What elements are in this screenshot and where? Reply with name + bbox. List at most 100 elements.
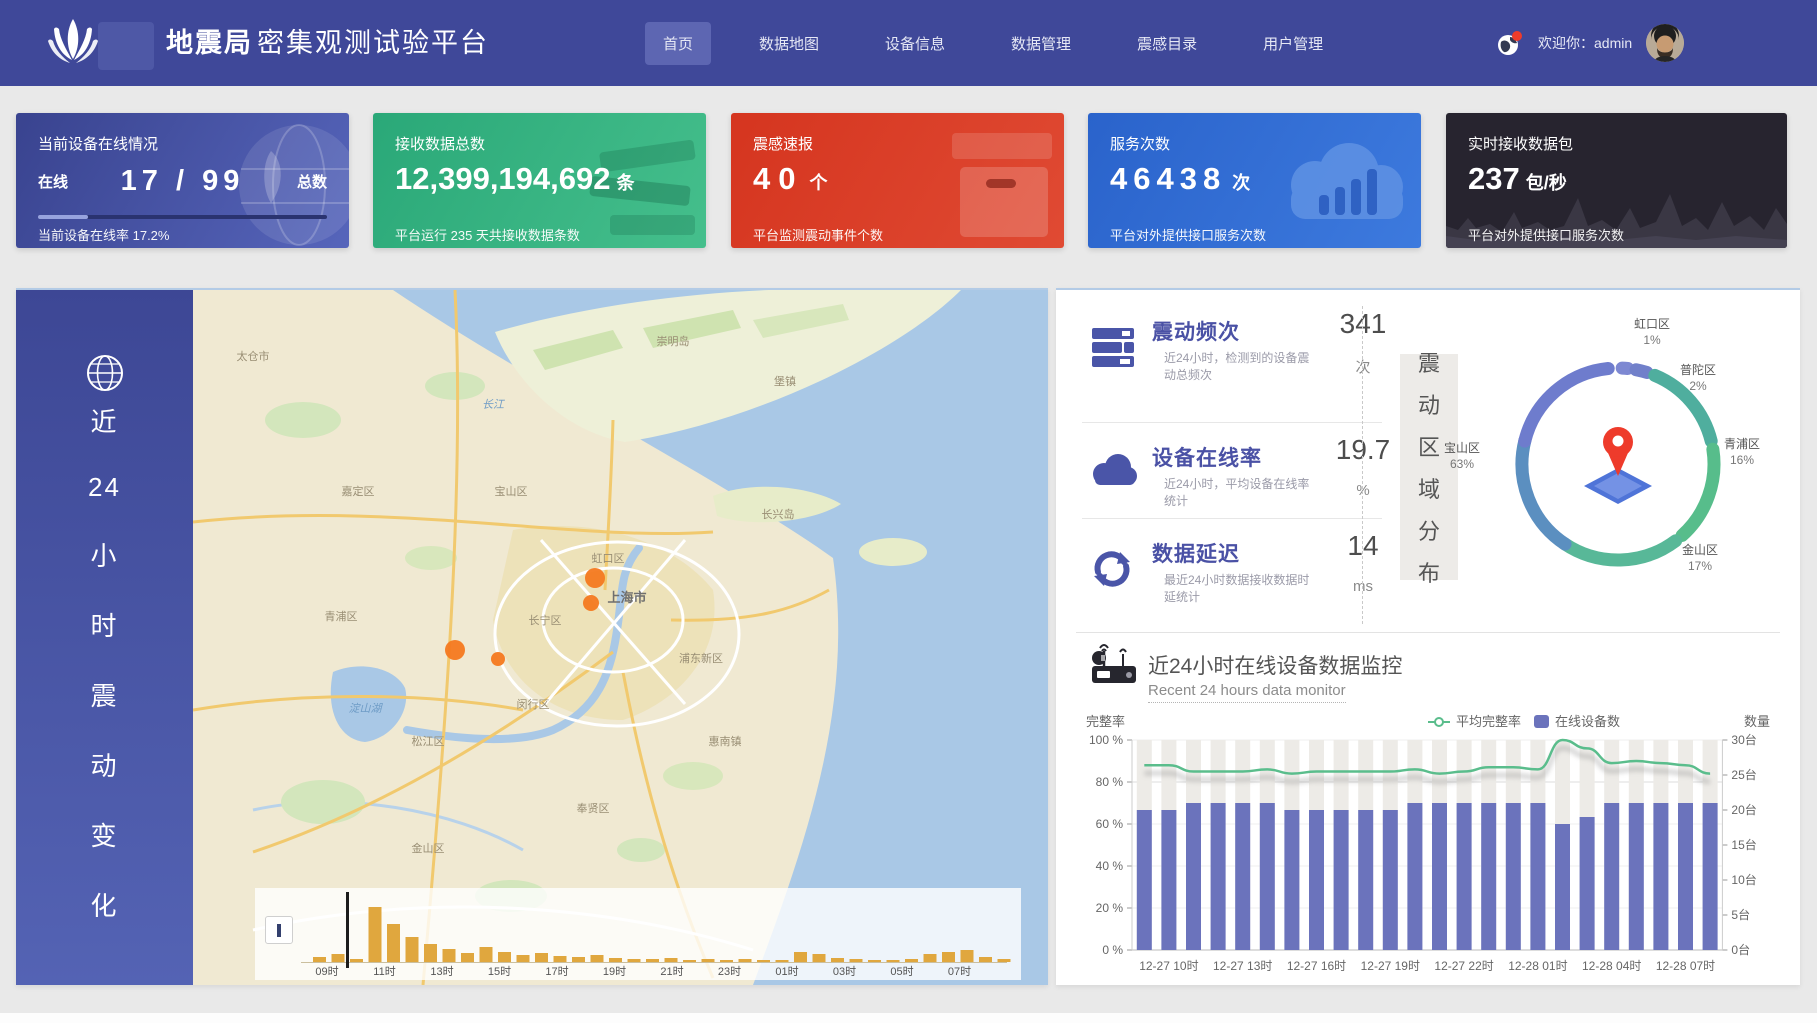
online-devices-bar — [1235, 803, 1251, 950]
card-footer: 当前设备在线率 17.2% — [38, 228, 170, 243]
legend-bar-label[interactable]: 在线设备数 — [1555, 714, 1620, 729]
card-quake-report: 震感速报 40 个 平台监测震动事件个数 — [731, 113, 1064, 248]
quake-marker[interactable] — [585, 568, 605, 588]
nav-item-quake-catalog[interactable]: 震感目录 — [1137, 35, 1198, 53]
map-sidebar-banner: 近 24 小时震动变化 — [16, 290, 193, 985]
map-timeline-overlay: 09时 11时 13时 15时 17时 19时 21时 23时 01时 03时 05时 07时 — [255, 888, 1021, 980]
sidebar-char: 近 — [90, 407, 119, 437]
timeline-bar — [923, 954, 937, 962]
nav-item-data-map[interactable]: 数据地图 — [759, 35, 820, 53]
globe-outline-icon — [87, 355, 123, 391]
timeline-bar — [886, 960, 900, 962]
online-devices-bar — [1333, 810, 1349, 950]
title-suffix: 密集观测试验平台 — [257, 28, 489, 58]
timeline-play-button[interactable] — [265, 916, 293, 944]
online-devices-bar — [1481, 803, 1497, 950]
x-axis-label: 12-27 13时 — [1213, 959, 1272, 973]
y-right-tick: 25台 — [1731, 767, 1756, 782]
legend-line-marker — [1434, 717, 1444, 727]
nav-item-device-info[interactable]: 设备信息 — [885, 35, 946, 53]
changxing-island — [713, 486, 841, 523]
timeline-bar — [794, 952, 807, 962]
online-devices-bar — [1555, 824, 1570, 950]
card-unit: 条 — [616, 173, 635, 193]
timeline-hour-label: 17时 — [545, 965, 568, 978]
nav-item-home[interactable]: 首页 — [645, 21, 712, 65]
timeline-bar — [535, 953, 548, 962]
server-stack-icon — [1092, 328, 1134, 367]
page-title: 地震局 密集观测试验平台 — [166, 0, 489, 86]
online-value: 17 / 99 — [120, 165, 245, 197]
card-title: 接收数据总数 — [395, 136, 486, 153]
stat-desc: 最近24小时数据接收数据时延统计 — [1164, 573, 1310, 604]
x-axis-label: 12-28 04时 — [1582, 959, 1641, 973]
timeline-bar — [479, 947, 493, 962]
map-place-label: 惠南镇 — [709, 734, 742, 748]
nav-item-data-manage[interactable]: 数据管理 — [1011, 35, 1072, 53]
stat-desc: 近24小时，平均设备在线率统计 — [1164, 477, 1310, 508]
map-place-label: 奉贤区 — [577, 801, 610, 815]
card-value: 40 个 — [753, 161, 828, 196]
sync-refresh-icon — [1094, 551, 1130, 587]
timeline-bar — [516, 955, 530, 962]
card-service-count: 服务次数 46438 次 平台对外提供接口服务次数 — [1088, 113, 1421, 248]
timeline-bar — [775, 960, 789, 962]
timeline-bar — [997, 959, 1011, 962]
sidebar-char: 小 — [90, 541, 119, 571]
online-devices-bar — [1579, 817, 1595, 950]
stat-title: 设备在线率 — [1152, 447, 1262, 470]
donut-label-金山区: 金山区 17% — [1681, 543, 1718, 573]
y-left-tick: 80 % — [1096, 775, 1124, 789]
divider — [1082, 422, 1382, 423]
online-devices-bar — [1161, 810, 1177, 950]
map-place-label: 淀山湖 — [349, 702, 384, 715]
logo-censored-block — [98, 22, 154, 70]
axis-right-title: 数量 — [1744, 714, 1770, 729]
region-title-char: 域 — [1417, 477, 1440, 502]
donut-segment — [1557, 534, 1683, 567]
card-value: 237 包/秒 — [1468, 161, 1567, 196]
sidebar-char: 化 — [90, 891, 119, 921]
map-place-label: 长宁区 — [529, 613, 562, 627]
timeline-bar — [405, 937, 419, 962]
timeline-slider-handle[interactable] — [346, 892, 349, 968]
card-value: 46438 次 — [1110, 161, 1251, 196]
legend-line-label[interactable]: 平均完整率 — [1456, 714, 1521, 729]
footer-strip — [0, 1013, 1817, 1023]
line-shadow — [1144, 745, 1711, 785]
x-axis-label: 12-27 10时 — [1139, 959, 1198, 973]
y-right-tick: 5台 — [1731, 907, 1750, 922]
timeline-bar — [424, 944, 437, 962]
user-avatar[interactable] — [1646, 24, 1685, 62]
timeline-bar — [868, 960, 881, 962]
online-devices-bar — [1136, 810, 1152, 950]
timeline-bar — [627, 959, 641, 962]
card-realtime-packets: 实时接收数据包 237 包/秒 平台对外提供接口服务次数 — [1446, 113, 1787, 248]
region-title-char: 分 — [1417, 519, 1440, 544]
y-right-tick: 0台 — [1731, 942, 1750, 957]
y-right-tick: 20台 — [1731, 802, 1756, 817]
stat-desc: 近24小时，检测到的设备震动总频次 — [1164, 351, 1310, 382]
donut-label-虹口区: 虹口区 1% — [1633, 317, 1670, 347]
timeline-bar — [442, 949, 456, 962]
timeline-bar — [609, 958, 622, 962]
map-viewport[interactable]: 太仓市 嘉定区 宝山区 崇明岛 堡镇 长兴岛 虹口区 上海市 长宁区 浦东新区 闵行区 青浦区 松江区金… — [193, 290, 1048, 985]
notification-globe-icon[interactable] — [1496, 29, 1524, 57]
quake-marker[interactable] — [445, 640, 465, 660]
timeline-hour-label: 19时 — [603, 965, 626, 978]
chongming-island — [495, 290, 961, 442]
quake-marker[interactable] — [491, 652, 505, 666]
timeline-hour-label: 21时 — [660, 965, 683, 978]
y-left-tick: 40 % — [1096, 859, 1124, 873]
nav-item-user-manage[interactable]: 用户管理 — [1263, 35, 1324, 53]
stat-unit: 次 — [1355, 359, 1371, 376]
x-axis-label: 12-27 22时 — [1434, 959, 1493, 973]
quake-marker[interactable] — [583, 595, 599, 611]
stat-value: 341 次 — [1328, 308, 1398, 377]
card-footer: 平台运行 235 天共接收数据条数 — [395, 228, 580, 243]
total-label: 总数 — [296, 174, 327, 191]
timeline-bar — [313, 957, 326, 962]
card-title: 震感速报 — [753, 136, 814, 153]
